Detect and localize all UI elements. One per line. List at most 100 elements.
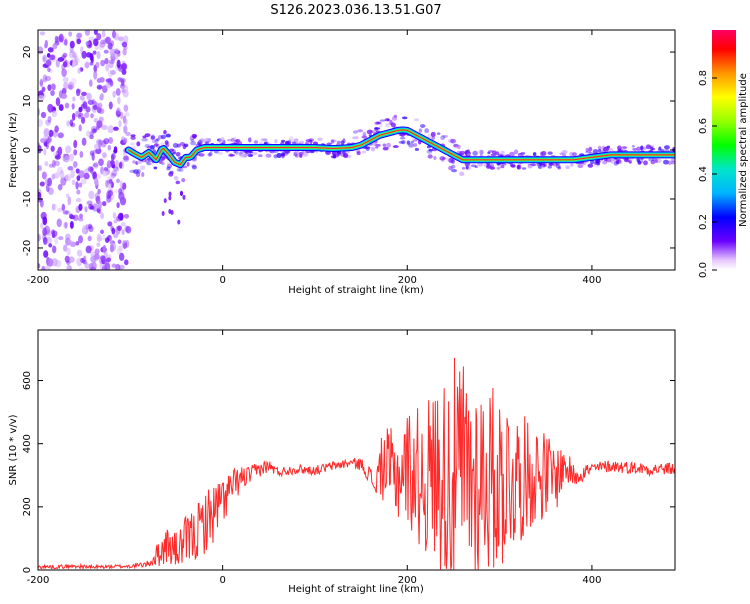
noise-speckle — [104, 237, 110, 243]
noise-speckle — [57, 183, 63, 191]
noise-speckle — [51, 173, 56, 180]
ridge-halo-speckle — [385, 122, 391, 126]
noise-speckle — [64, 255, 70, 263]
noise-speckle — [77, 114, 82, 120]
colorbar-tick-label: 0.8 — [698, 70, 709, 86]
noise-speckle — [96, 120, 103, 129]
ridge-halo-speckle — [603, 146, 609, 152]
ridge-halo-speckle — [436, 132, 441, 135]
noise-speckle — [78, 235, 83, 244]
ridge-halo-speckle — [509, 151, 515, 157]
noise-speckle — [38, 234, 41, 242]
ridge-halo-speckle — [196, 141, 203, 146]
noise-speckle — [80, 116, 86, 124]
noise-speckle — [123, 156, 130, 162]
ridge-halo-speckle — [204, 138, 210, 142]
noise-speckle — [102, 234, 106, 241]
colorbar-gradient — [712, 30, 736, 270]
ridge-halo-speckle — [386, 142, 391, 148]
ridge-halo-speckle — [197, 142, 201, 145]
noise-speckle — [45, 119, 50, 125]
ridge-halo-speckle — [182, 165, 188, 169]
ridge-halo-speckle — [619, 145, 624, 149]
ridge-halo-speckle — [252, 151, 258, 156]
ridge-halo-speckle — [643, 160, 648, 166]
noise-speckle — [93, 70, 98, 80]
colorbar-tick-label: 0.0 — [698, 262, 709, 278]
noise-speckle — [88, 225, 94, 233]
noise-speckle — [123, 137, 128, 144]
noise-speckle — [81, 137, 87, 146]
ridge-halo-speckle — [408, 143, 415, 148]
noise-speckle — [87, 223, 93, 230]
noise-speckle — [48, 129, 54, 138]
ridge-halo-speckle — [648, 157, 655, 162]
ridge-halo-speckle — [636, 157, 640, 163]
noise-speckle — [41, 265, 46, 270]
snr-frame — [37, 329, 676, 571]
noise-speckle — [108, 137, 114, 144]
ridge-halo-speckle — [541, 162, 547, 168]
noise-speckle — [118, 245, 124, 252]
tail-speckle — [161, 210, 165, 216]
ridge-halo-speckle — [190, 141, 197, 146]
noise-speckle — [110, 69, 116, 75]
ridge-halo-speckle — [141, 172, 145, 178]
ridge-halo-speckle — [361, 135, 368, 139]
noise-speckle — [92, 50, 97, 55]
noise-speckle — [115, 263, 121, 270]
noise-speckle — [105, 81, 112, 90]
noise-speckle — [113, 146, 118, 154]
ridge-halo-speckle — [136, 141, 141, 147]
ridge-halo-speckle — [248, 150, 253, 154]
noise-speckle — [65, 145, 72, 154]
ridge-halo-speckle — [186, 161, 190, 167]
noise-speckle — [86, 130, 91, 137]
ridge-halo-speckle — [654, 159, 658, 163]
ridge-halo-speckle — [382, 143, 387, 147]
snr-x-tick-label: 400 — [582, 575, 601, 586]
ridge-halo-speckle — [410, 140, 415, 144]
ridge-halo-speckle — [246, 149, 252, 156]
ridge-halo-speckle — [166, 166, 171, 171]
noise-speckle — [84, 112, 90, 118]
noise-speckle — [101, 265, 108, 270]
ridge-halo-speckle — [640, 145, 644, 151]
ridge-halo-speckle — [557, 166, 562, 170]
ridge-halo-speckle — [257, 154, 263, 158]
noise-speckle — [105, 78, 112, 83]
ridge-halo-speckle — [145, 159, 150, 164]
ridge-halo-speckle — [615, 159, 620, 164]
noise-speckle — [112, 90, 116, 98]
noise-speckle — [72, 161, 78, 168]
noise-speckle — [51, 110, 58, 118]
noise-speckle — [47, 84, 52, 91]
noise-speckle — [44, 160, 49, 167]
noise-speckle — [47, 103, 54, 113]
ridge-halo-speckle — [239, 151, 244, 157]
spectrogram-panel: -200 0 200 400 -20 -10 0 10 20 Height of straigh… — [8, 29, 676, 296]
ridge-halo-speckle — [636, 146, 641, 152]
ridge-halo-speckle — [487, 151, 491, 155]
noise-speckle — [56, 166, 64, 175]
noise-speckle — [89, 166, 94, 174]
ridge-halo-speckle — [561, 150, 568, 154]
ridge-halo-speckle — [244, 152, 251, 157]
noise-speckle — [67, 166, 74, 171]
noise-speckle — [68, 31, 73, 37]
ridge-halo-speckle — [284, 140, 289, 146]
ridge-halo-speckle — [248, 137, 252, 143]
noise-speckle — [125, 131, 131, 136]
ridge-halo-speckle — [598, 148, 602, 153]
noise-speckle — [93, 177, 99, 186]
ridge-halo-speckle — [486, 164, 492, 169]
noise-speckle — [114, 189, 118, 194]
noise-speckle — [108, 101, 113, 110]
snr-y-tick-label: 400 — [22, 434, 33, 453]
noise-speckle — [107, 77, 113, 86]
ridge-halo-speckle — [169, 148, 175, 152]
ridge-halo-speckle — [440, 135, 446, 141]
ridge-halo-speckle — [191, 165, 197, 170]
ridge-halo-speckle — [150, 135, 156, 140]
